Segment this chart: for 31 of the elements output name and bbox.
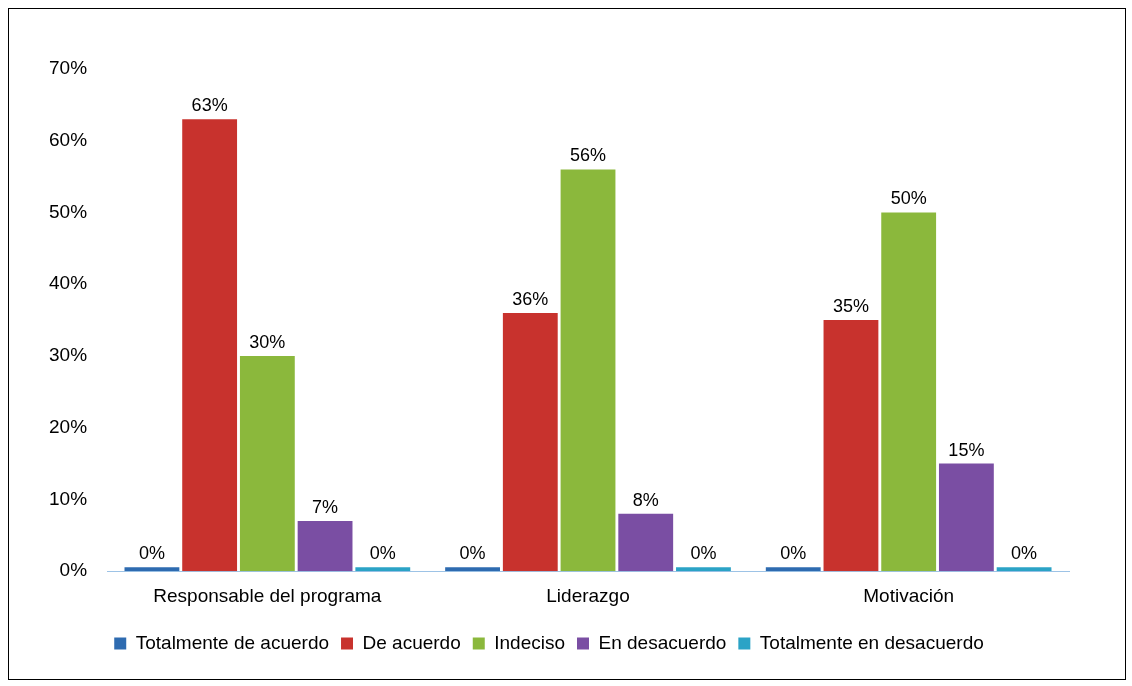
data-label: 56% (570, 145, 607, 166)
data-label: 0% (780, 543, 807, 564)
legend-label: De acuerdo (362, 631, 461, 653)
data-label: 50% (890, 188, 927, 209)
data-label: 15% (948, 439, 985, 460)
data-label: 0% (369, 543, 396, 564)
x-tick-label: Motivación (863, 584, 955, 606)
legend-label: En desacuerdo (598, 631, 727, 653)
legend-label: Totalmente de acuerdo (135, 631, 330, 653)
legend-label: Indeciso (494, 631, 566, 653)
y-tick-label: 10% (49, 487, 88, 509)
data-label: 0% (459, 543, 486, 564)
y-tick-label: 0% (59, 559, 88, 581)
data-label: 7% (312, 496, 339, 517)
x-tick-label: Responsable del programa (153, 584, 382, 606)
data-label: 0% (138, 543, 165, 564)
data-label: 63% (191, 95, 228, 116)
data-label: 8% (632, 489, 659, 510)
y-tick-label: 40% (49, 272, 88, 294)
data-label: 30% (249, 331, 286, 352)
y-tick-label: 20% (49, 415, 88, 437)
y-tick-label: 70% (49, 57, 88, 79)
data-label: 0% (1011, 543, 1038, 564)
y-tick-label: 60% (49, 128, 88, 150)
x-tick-label: Liderazgo (546, 584, 630, 606)
data-label: 35% (832, 296, 869, 317)
legend-label: Totalmente en desacuerdo (759, 631, 984, 653)
y-tick-label: 50% (49, 200, 88, 222)
y-tick-label: 30% (49, 344, 88, 366)
data-label: 0% (690, 543, 717, 564)
data-label: 36% (512, 288, 549, 309)
